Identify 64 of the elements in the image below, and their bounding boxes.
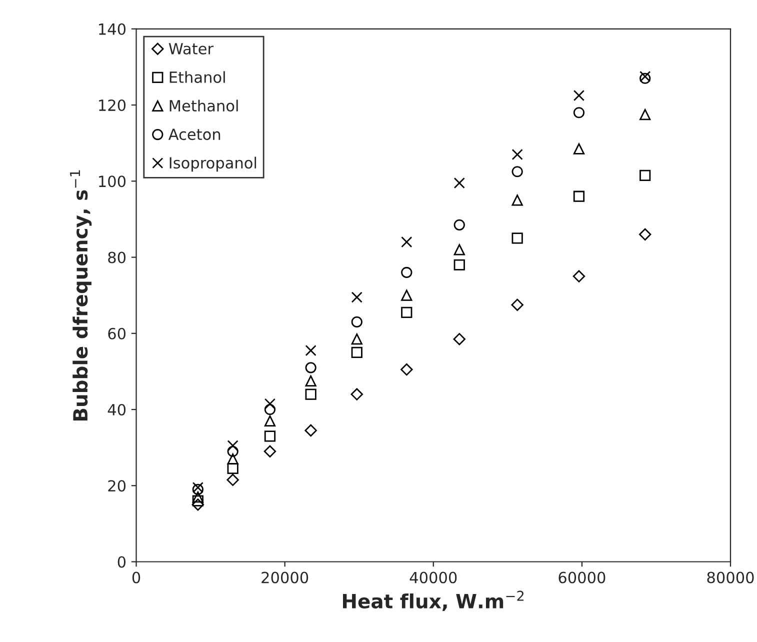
y-tick-label: 20 <box>108 480 126 492</box>
y-tick-label: 80 <box>108 252 126 264</box>
point <box>640 170 651 181</box>
point <box>512 166 523 178</box>
x-tick-label: 0 <box>132 572 140 584</box>
x-tick-label: 40000 <box>410 572 457 584</box>
point <box>305 344 316 356</box>
point <box>454 244 465 256</box>
legend-label: Methanol <box>170 100 238 112</box>
legend-label: Isopropanol <box>170 156 256 172</box>
y-tick-label: 120 <box>99 99 126 112</box>
point <box>227 462 238 474</box>
point <box>572 270 586 282</box>
point <box>227 446 238 457</box>
point <box>401 306 412 318</box>
point <box>573 107 585 118</box>
x-tick-label: 80000 <box>707 572 754 584</box>
point <box>453 332 466 346</box>
point <box>350 388 363 400</box>
point <box>305 388 316 400</box>
x-tick-label: 20000 <box>262 572 308 584</box>
point <box>304 424 317 437</box>
y-tick-label: 100 <box>99 176 126 188</box>
point <box>305 375 316 387</box>
point <box>192 498 204 511</box>
point <box>192 491 204 503</box>
point <box>192 495 204 506</box>
y-tick-label: 0 <box>118 556 126 568</box>
point <box>305 362 316 374</box>
point <box>401 290 412 301</box>
point <box>512 148 523 160</box>
point <box>401 266 412 278</box>
point <box>573 143 585 154</box>
y-tick-label: 40 <box>108 404 126 416</box>
y-axis-title: Bubble dfrequency, s$^{−1}$ <box>70 170 92 421</box>
x-axis-title: Heat flux, W.m$^{−2}$ <box>343 590 524 611</box>
point <box>640 108 651 120</box>
point <box>351 316 362 328</box>
point <box>226 474 239 486</box>
point <box>454 177 465 189</box>
point <box>351 346 362 358</box>
point <box>264 430 276 442</box>
point <box>511 298 524 311</box>
legend-label: Water <box>168 43 214 54</box>
point <box>264 445 276 458</box>
point <box>351 334 362 345</box>
point <box>264 415 276 426</box>
point <box>264 404 276 416</box>
point <box>264 398 276 410</box>
y-tick-label: 60 <box>108 328 126 340</box>
y-tick-label: 140 <box>99 23 126 35</box>
legend-label: Ethanol <box>170 71 225 83</box>
legend-label: Aceton <box>168 128 220 140</box>
point <box>573 190 585 202</box>
point <box>401 236 412 248</box>
point <box>454 219 465 230</box>
point <box>573 90 585 102</box>
point <box>638 228 652 241</box>
point <box>400 363 413 376</box>
point <box>351 292 362 303</box>
point <box>512 194 523 206</box>
point <box>512 232 523 244</box>
point <box>454 259 465 270</box>
x-tick-label: 60000 <box>558 572 606 584</box>
